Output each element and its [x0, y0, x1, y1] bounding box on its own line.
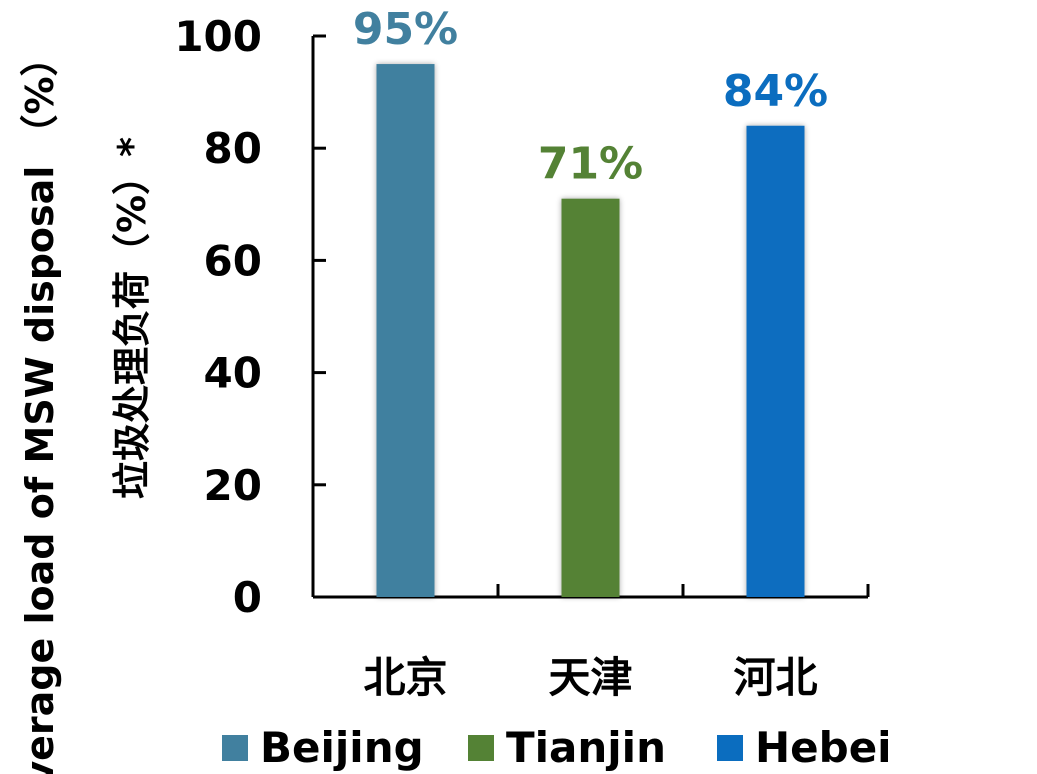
- category-label: 北京: [363, 653, 447, 702]
- y-tick-label: 20: [204, 461, 262, 510]
- data-label-hebei: 84%: [723, 66, 828, 117]
- bar-beijing: [376, 64, 435, 598]
- category-label: 天津: [548, 653, 632, 702]
- y-tick-label: 80: [204, 124, 262, 173]
- data-label-beijing: 95%: [353, 4, 458, 55]
- legend-label: Beijing: [260, 723, 424, 772]
- y-axis-title-chinese: 垃圾处理负荷（%）*: [110, 137, 154, 499]
- y-tick-label: 40: [204, 349, 262, 398]
- legend-swatch: [468, 735, 494, 761]
- y-ticks: 0 20 40 60 80 100: [174, 12, 326, 622]
- legend-swatch: [717, 735, 743, 761]
- y-tick-label: 100: [174, 12, 262, 61]
- y-tick-label: 0: [233, 573, 262, 622]
- y-axis-title-english: verage load of MSW disposal （%）: [18, 38, 62, 774]
- legend: Beijing Tianjin Hebei: [222, 723, 892, 772]
- y-tick-label: 60: [204, 236, 262, 285]
- legend-swatch: [222, 735, 248, 761]
- category-label: 河北: [733, 653, 817, 702]
- category-labels: 北京 天津 河北: [363, 653, 817, 702]
- bars: 95% 71% 84%: [353, 4, 828, 598]
- legend-label: Tianjin: [506, 723, 666, 772]
- legend-label: Hebei: [755, 723, 892, 772]
- bar-hebei: [746, 125, 805, 597]
- bar-tianjin: [561, 198, 620, 597]
- data-label-tianjin: 71%: [538, 139, 643, 190]
